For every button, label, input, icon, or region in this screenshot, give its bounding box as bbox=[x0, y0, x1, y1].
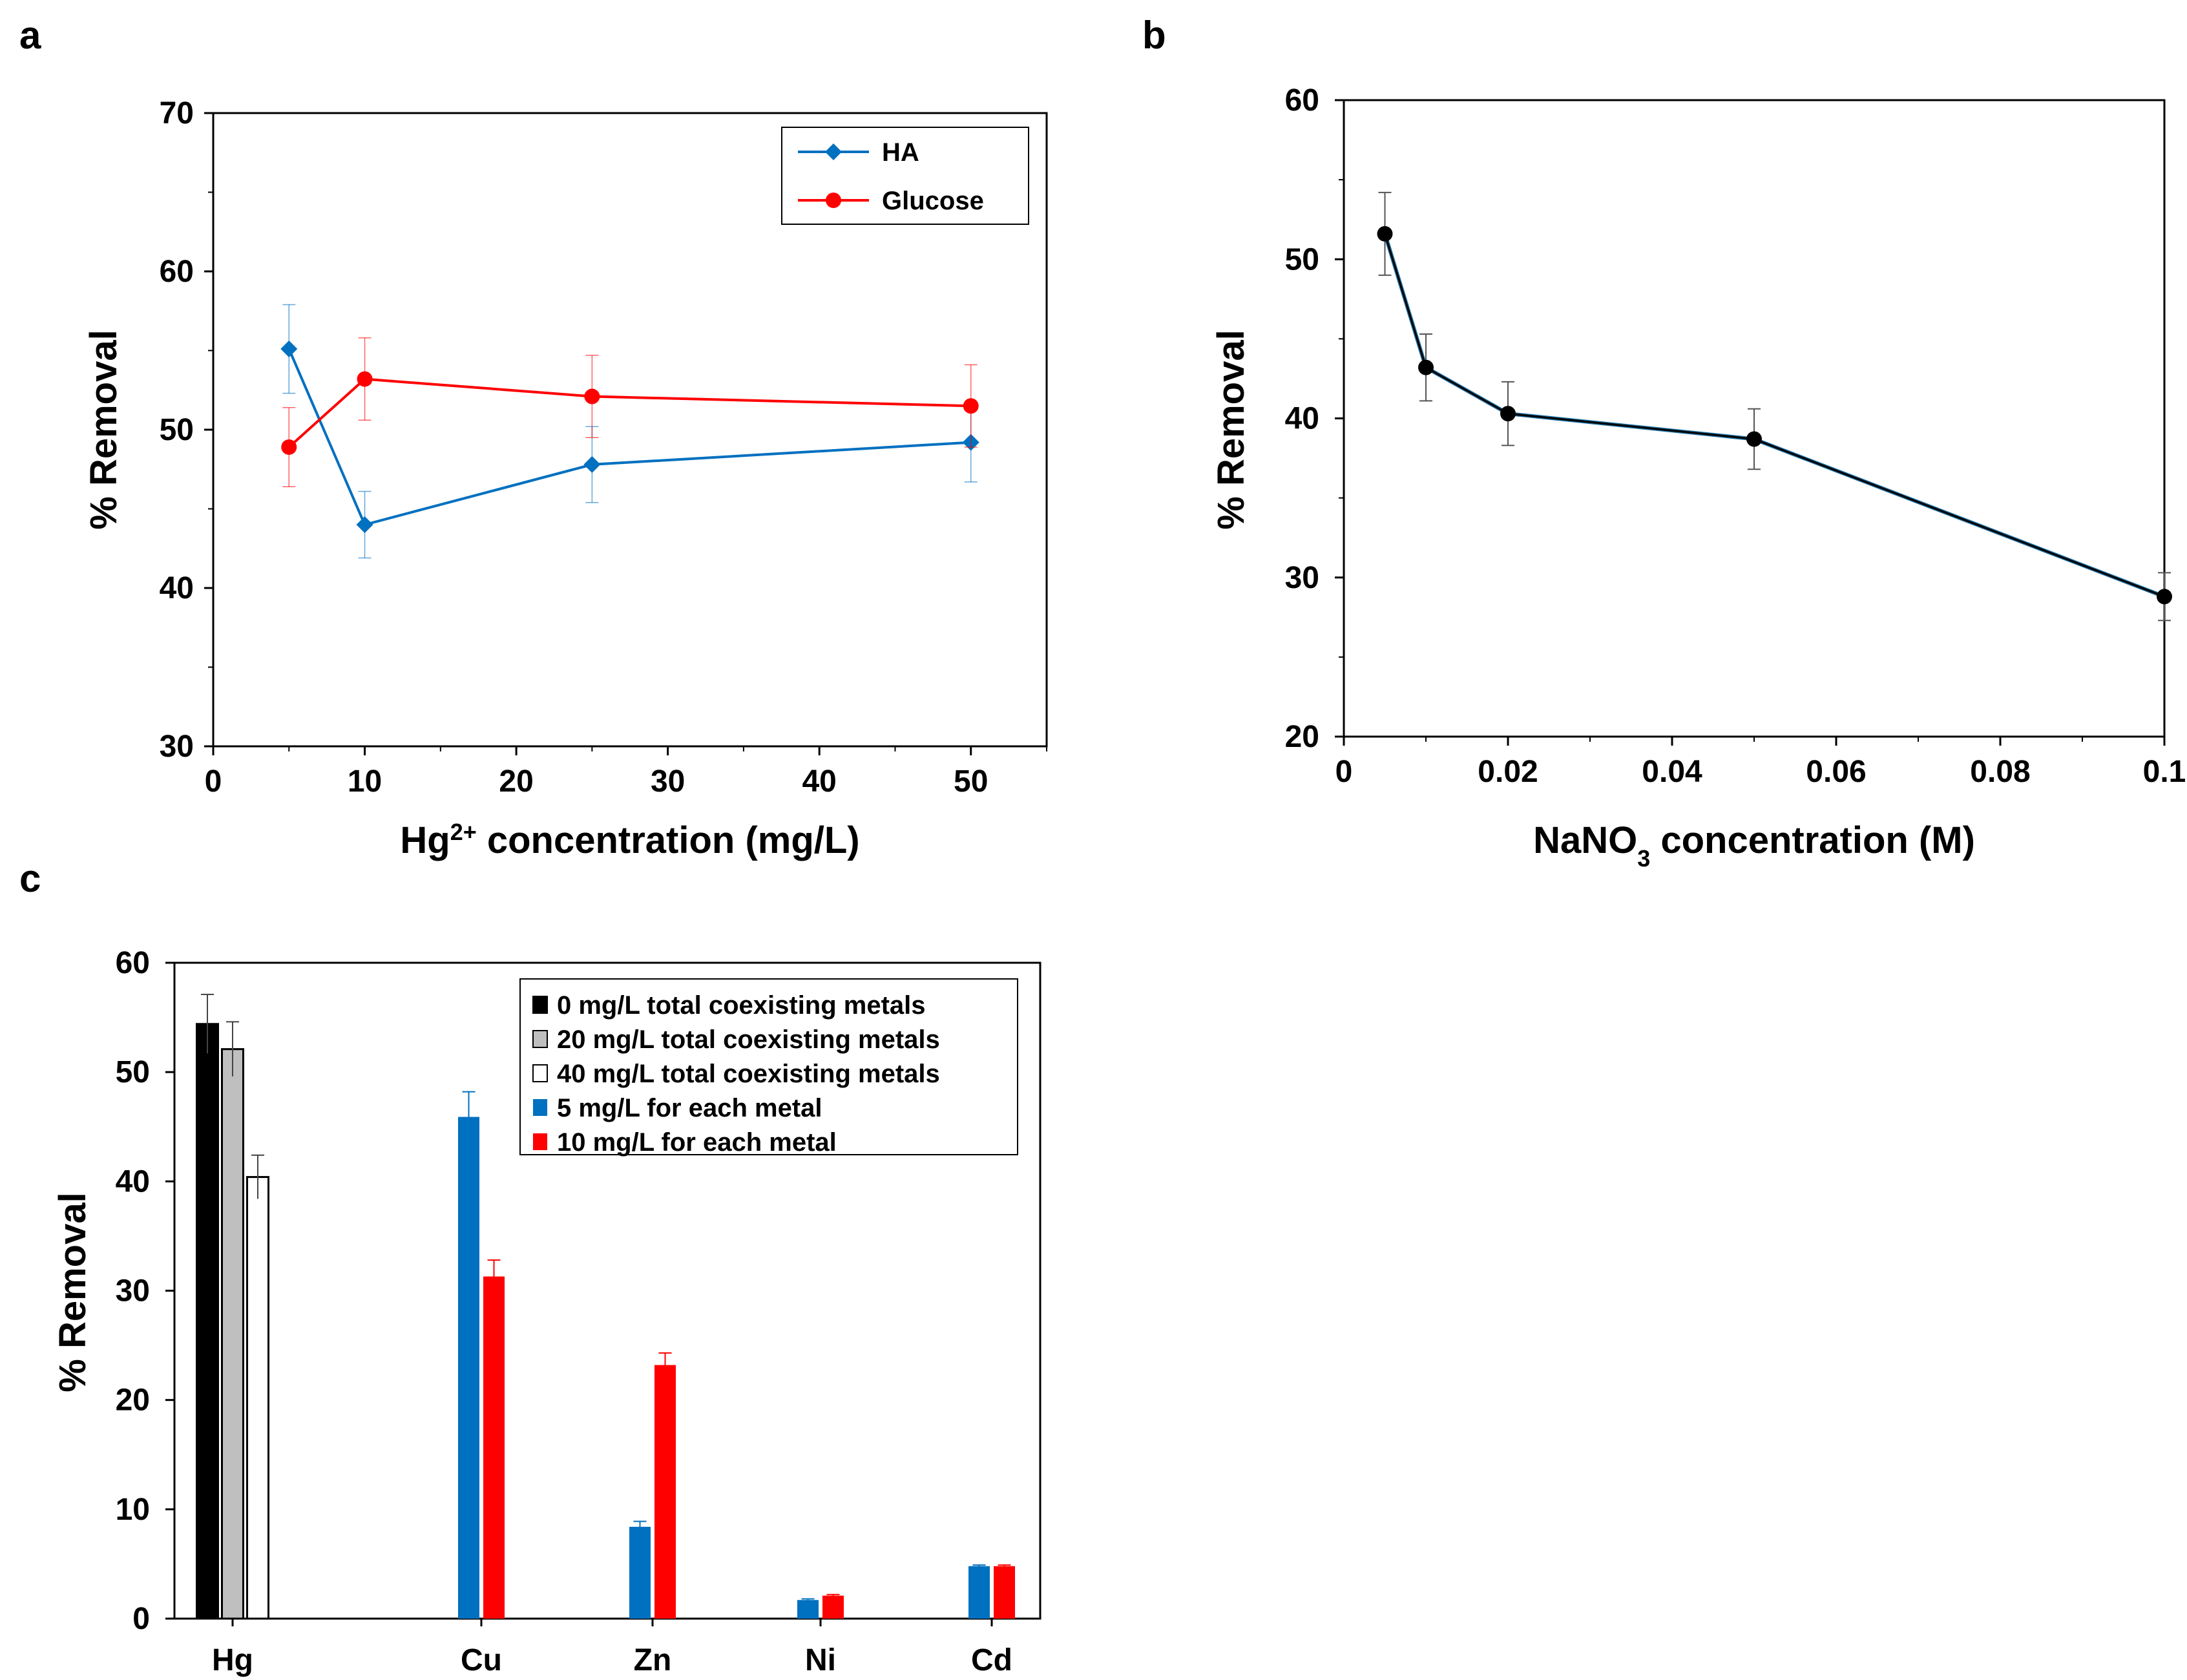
chart-b-xtick-label: 0 bbox=[1335, 755, 1353, 789]
panel-label-c: c bbox=[19, 857, 41, 900]
chart-c-bar-cu bbox=[458, 1117, 479, 1619]
chart-a-xlabel-rest: concentration (mg/L) bbox=[477, 819, 860, 861]
chart-c-bar-hg bbox=[246, 1176, 269, 1620]
panel-label-a: a bbox=[19, 14, 41, 57]
panel-label-b: b bbox=[1142, 14, 1166, 57]
legend-glucose-marker bbox=[826, 193, 841, 208]
chart-a-xlabel-sup: 2+ bbox=[450, 819, 477, 845]
chart-c-xtick-label: Ni bbox=[805, 1643, 836, 1677]
chart-a-xtick-label: 40 bbox=[802, 764, 836, 799]
chart-b-xtick-label: 0.08 bbox=[1970, 755, 2030, 789]
chart-c-legend-swatch bbox=[532, 1030, 548, 1048]
chart-c-legend: 0 mg/L total coexisting metals 20 mg/L to… bbox=[519, 978, 1018, 1157]
chart-b-xtick-label: 0.1 bbox=[2143, 755, 2186, 789]
chart-c-ytick-label: 60 bbox=[116, 946, 150, 980]
chart-a-point-glucose bbox=[281, 439, 297, 455]
chart-c-bar-cd bbox=[968, 1566, 990, 1619]
chart-c-ytick-label: 50 bbox=[116, 1055, 150, 1089]
chart-c-legend-box bbox=[519, 978, 1018, 1155]
chart-a-point-ha bbox=[583, 456, 601, 473]
chart-c-bar-ni bbox=[797, 1600, 819, 1619]
chart-b-ytick-label: 20 bbox=[1285, 720, 1319, 754]
chart-b-ylabel: % Removal bbox=[1210, 330, 1252, 529]
chart-b-ytick-label: 40 bbox=[1285, 402, 1319, 436]
chart-a-legend: HA Glucose bbox=[781, 127, 1029, 225]
chart-c-legend-swatch bbox=[533, 1133, 547, 1150]
chart-b-xtick-label: 0.02 bbox=[1478, 755, 1538, 789]
chart-a-ytick-label: 70 bbox=[160, 96, 194, 131]
chart-c-ylabel: % Removal bbox=[52, 1192, 94, 1392]
chart-b-point bbox=[1418, 359, 1434, 375]
chart-b-xlabel-main: NaNO bbox=[1533, 819, 1637, 861]
chart-c-xtick-label: Cd bbox=[971, 1643, 1012, 1677]
chart-a-xtick-label: 50 bbox=[954, 764, 988, 799]
chart-b-ytick-label: 30 bbox=[1285, 561, 1319, 595]
chart-c-legend-swatch bbox=[533, 1099, 547, 1116]
chart-a-xtick-label: 20 bbox=[499, 764, 533, 799]
chart-c-ytick-label: 10 bbox=[116, 1493, 150, 1527]
chart-a-series-line-glucose bbox=[288, 377, 971, 448]
chart-a-point-glucose bbox=[584, 388, 600, 404]
chart-c-legend-label: 5 mg/L for each metal bbox=[557, 1094, 822, 1122]
chart-c-legend-label: 40 mg/L total coexisting metals bbox=[557, 1060, 940, 1088]
chart-c-bar-hg bbox=[196, 1023, 219, 1620]
chart-b-ytick-label: 60 bbox=[1285, 83, 1319, 118]
chart-c: 0 10 20 30 40 50 60 Hg Cu Zn Ni Cd 0 mg/L total coe… bbox=[52, 946, 1041, 1677]
chart-c-xtick-label: Cu bbox=[461, 1643, 502, 1677]
chart-b-xtick-label: 0.06 bbox=[1806, 755, 1866, 789]
chart-a-xlabel-main: Hg bbox=[400, 819, 450, 861]
chart-c-bar-ni bbox=[822, 1595, 844, 1619]
chart-c-ytick-label: 30 bbox=[116, 1274, 150, 1308]
chart-c-bar-zn bbox=[654, 1365, 676, 1619]
chart-c-xtick-label: Hg bbox=[212, 1643, 253, 1677]
chart-b-xlabel: NaNO3 concentration (M) bbox=[1533, 819, 1975, 872]
chart-c-legend-swatch bbox=[532, 1064, 548, 1082]
legend-glucose-label: Glucose bbox=[882, 187, 984, 215]
chart-c-bar-hg bbox=[221, 1048, 244, 1620]
chart-a-ytick-label: 50 bbox=[160, 413, 194, 447]
chart-a-xtick-label: 30 bbox=[651, 764, 685, 799]
chart-a-ytick-label: 30 bbox=[160, 730, 194, 764]
chart-a-ytick-label: 40 bbox=[160, 571, 194, 605]
chart-c-ytick-label: 0 bbox=[132, 1602, 150, 1636]
chart-b-point bbox=[1746, 431, 1762, 447]
chart-b-point bbox=[1377, 226, 1393, 242]
chart-a-xlabel: Hg2+ concentration (mg/L) bbox=[400, 819, 859, 862]
chart-a-xtick-label: 10 bbox=[348, 764, 382, 799]
chart-c-legend-swatch bbox=[532, 996, 548, 1014]
chart-c-legend-label: 20 mg/L total coexisting metals bbox=[557, 1025, 940, 1054]
chart-c-bar-zn bbox=[629, 1526, 651, 1619]
chart-a-point-ha bbox=[356, 516, 373, 533]
chart-b-point bbox=[2157, 589, 2172, 605]
chart-b: 20 30 40 50 60 0 0.02 0.04 0.06 0.08 0.1 NaNO3 con… bbox=[1210, 83, 2186, 872]
chart-a-xtick-label: 0 bbox=[205, 764, 222, 799]
chart-a-series-line-ha bbox=[288, 348, 971, 527]
chart-b-xlabel-rest: concentration (M) bbox=[1650, 819, 1975, 861]
chart-c-bar-cu bbox=[483, 1276, 505, 1619]
chart-b-xtick-label: 0.04 bbox=[1642, 755, 1702, 789]
chart-a-point-glucose bbox=[963, 398, 979, 414]
legend-ha-label: HA bbox=[882, 138, 919, 167]
chart-c-legend-label: 0 mg/L total coexisting metals bbox=[557, 991, 926, 1020]
chart-b-point bbox=[1500, 406, 1516, 422]
chart-a-point-glucose bbox=[357, 371, 373, 387]
chart-c-bar-cd bbox=[994, 1566, 1015, 1619]
chart-a-legend-box bbox=[781, 127, 1029, 225]
chart-c-ytick-label: 20 bbox=[116, 1383, 150, 1418]
chart-a-ylabel: % Removal bbox=[83, 330, 125, 529]
chart-a: 30 40 50 60 70 0 10 20 30 40 50 HA Glucose Hg2+ co… bbox=[83, 96, 1048, 862]
chart-b-xlabel-sub: 3 bbox=[1637, 845, 1650, 872]
chart-b-ytick-label: 50 bbox=[1285, 242, 1319, 277]
chart-c-xtick-label: Zn bbox=[634, 1643, 672, 1677]
legend-ha-marker bbox=[825, 143, 842, 160]
chart-a-ytick-label: 60 bbox=[160, 255, 194, 289]
chart-c-ytick-label: 40 bbox=[116, 1164, 150, 1199]
chart-a-point-ha bbox=[280, 341, 298, 358]
chart-c-legend-label: 10 mg/L for each metal bbox=[557, 1128, 837, 1157]
